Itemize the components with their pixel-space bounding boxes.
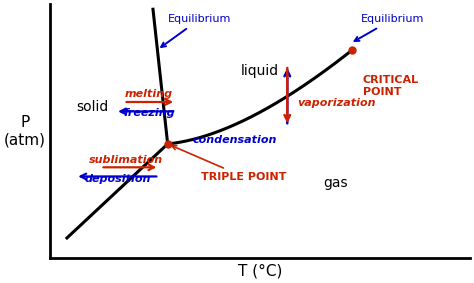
Text: Equilibrium: Equilibrium: [161, 14, 231, 47]
Text: liquid: liquid: [241, 64, 279, 78]
Text: condensation: condensation: [192, 135, 277, 145]
Text: solid: solid: [76, 100, 108, 114]
Y-axis label: P
(atm): P (atm): [4, 115, 46, 147]
Text: Equilibrium: Equilibrium: [355, 14, 424, 41]
X-axis label: T (°C): T (°C): [238, 264, 282, 279]
Text: freezing: freezing: [123, 108, 174, 118]
Text: CRITICAL
POINT: CRITICAL POINT: [363, 75, 419, 97]
Text: gas: gas: [323, 176, 348, 190]
Text: deposition: deposition: [84, 173, 151, 184]
Text: sublimation: sublimation: [89, 155, 163, 165]
Text: melting: melting: [125, 89, 173, 99]
Text: TRIPLE POINT: TRIPLE POINT: [172, 145, 287, 182]
Text: vaporization: vaporization: [298, 98, 376, 108]
